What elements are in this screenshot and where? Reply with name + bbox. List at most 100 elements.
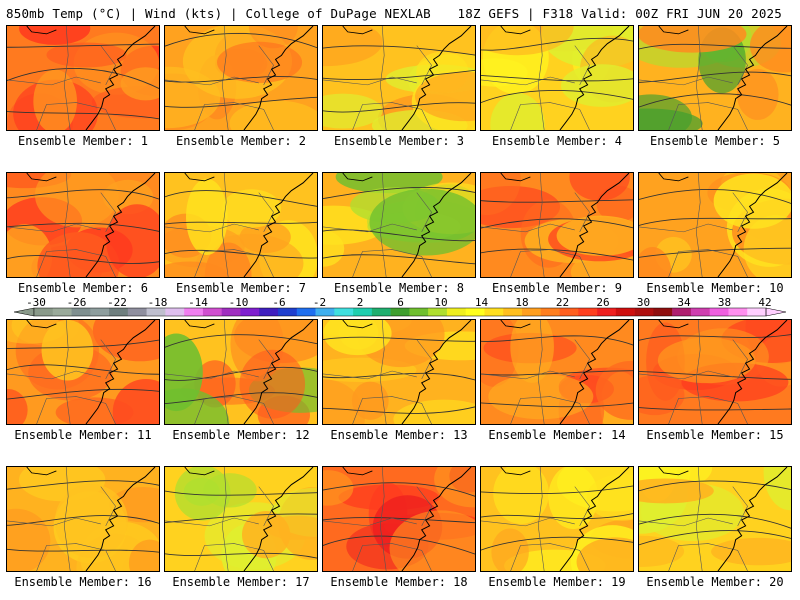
temperature-field-map (639, 26, 791, 130)
colorbar-swatch (71, 308, 91, 316)
state-border (352, 249, 432, 277)
state-border (165, 76, 259, 86)
state-border (352, 543, 432, 571)
coastline (243, 320, 314, 424)
temperature-region (711, 537, 791, 566)
state-border (639, 76, 733, 86)
state-border (323, 223, 417, 233)
temperature-region (239, 220, 291, 254)
coastline (559, 173, 630, 277)
colorbar-swatch (259, 308, 279, 316)
temperature-region (491, 528, 529, 571)
ensemble-member-label: Ensemble Member: 19 (488, 575, 626, 589)
colorbar-tick-label: -6 (272, 296, 285, 309)
height-contour (323, 372, 475, 381)
temperature-field-map (481, 320, 633, 424)
temperature-region (493, 467, 549, 524)
coastline (717, 467, 788, 571)
height-contour (639, 43, 791, 50)
state-border (416, 339, 432, 379)
ensemble-member-label: Ensemble Member: 16 (14, 575, 152, 589)
state-border (221, 320, 229, 424)
height-contour (7, 111, 159, 120)
ensemble-member-label: Ensemble Member: 5 (649, 134, 781, 148)
state-border (323, 517, 417, 527)
state-border (732, 192, 748, 232)
state-border (352, 102, 432, 130)
height-contour (639, 513, 791, 529)
state-border (379, 320, 387, 424)
lake-shoreline (26, 26, 57, 35)
coastline (717, 26, 788, 130)
temperature-field-map (165, 26, 317, 130)
colorbar-tick-label: 14 (475, 296, 489, 309)
ensemble-map-panel (480, 25, 634, 131)
temperature-field-map (323, 320, 475, 424)
temperature-region (323, 470, 354, 506)
temperature-field-map (165, 467, 317, 571)
colorbar-swatch (559, 308, 579, 316)
state-border (481, 517, 575, 527)
colorbar-swatch (503, 308, 523, 316)
height-contour (165, 334, 317, 348)
temperature-field-map (323, 467, 475, 571)
temperature-field-map (165, 320, 317, 424)
coastline (401, 173, 472, 277)
temperature-field-map (323, 173, 475, 277)
state-border (695, 26, 703, 130)
state-border (63, 26, 71, 130)
temperature-region (510, 320, 554, 383)
temperature-region (217, 41, 303, 84)
ensemble-member-label: Ensemble Member: 9 (491, 281, 623, 295)
colorbar-tick-label: 38 (718, 296, 731, 309)
colorbar-tick-label: 30 (637, 296, 650, 309)
coastline (243, 173, 314, 277)
coastline (717, 320, 788, 424)
ensemble-map-panel (6, 466, 160, 572)
coastline (85, 26, 156, 130)
colorbar-tick-label: 22 (556, 296, 569, 309)
height-contour (639, 188, 791, 204)
state-border (537, 467, 545, 571)
coastline (401, 467, 472, 571)
state-border (221, 467, 229, 571)
temperature-field-map (7, 320, 159, 424)
state-border (537, 173, 545, 277)
lake-shoreline (184, 26, 215, 35)
height-contour (323, 336, 475, 342)
colorbar-swatch (484, 308, 504, 316)
temperature-region (639, 26, 747, 53)
height-contour (481, 218, 633, 229)
temperature-field-map (7, 173, 159, 277)
ensemble-map-panel (322, 172, 476, 278)
colorbar-tick-label: -2 (313, 296, 326, 309)
colorbar-tick-label: 6 (397, 296, 404, 309)
height-contour (481, 402, 633, 408)
header-title: 850mb Temp (°C) | Wind (kts) | College o… (6, 6, 431, 21)
height-contour (7, 255, 159, 264)
height-contour (481, 89, 633, 104)
height-contour (639, 71, 791, 83)
temperature-region (323, 230, 345, 267)
height-contour (7, 189, 159, 200)
state-border (194, 543, 274, 571)
colorbar-tick-label: -26 (67, 296, 87, 309)
temperature-field-map (165, 173, 317, 277)
state-border (732, 45, 748, 85)
lake-shoreline (184, 173, 215, 182)
colorbar-tick-label: -30 (26, 296, 46, 309)
height-contour (639, 407, 791, 411)
temperature-region (174, 467, 231, 521)
height-contour (323, 45, 475, 56)
state-border (165, 223, 259, 233)
height-contour (639, 530, 791, 546)
colorbar-swatch (540, 308, 560, 316)
lake-shoreline (658, 173, 689, 182)
temperature-region (639, 535, 685, 567)
state-border (63, 173, 71, 277)
ensemble-member-label: Ensemble Member: 6 (17, 281, 149, 295)
height-contour (165, 221, 317, 225)
height-contour (639, 333, 791, 341)
ensemble-member-label: Ensemble Member: 17 (172, 575, 310, 589)
height-contour (481, 485, 633, 495)
